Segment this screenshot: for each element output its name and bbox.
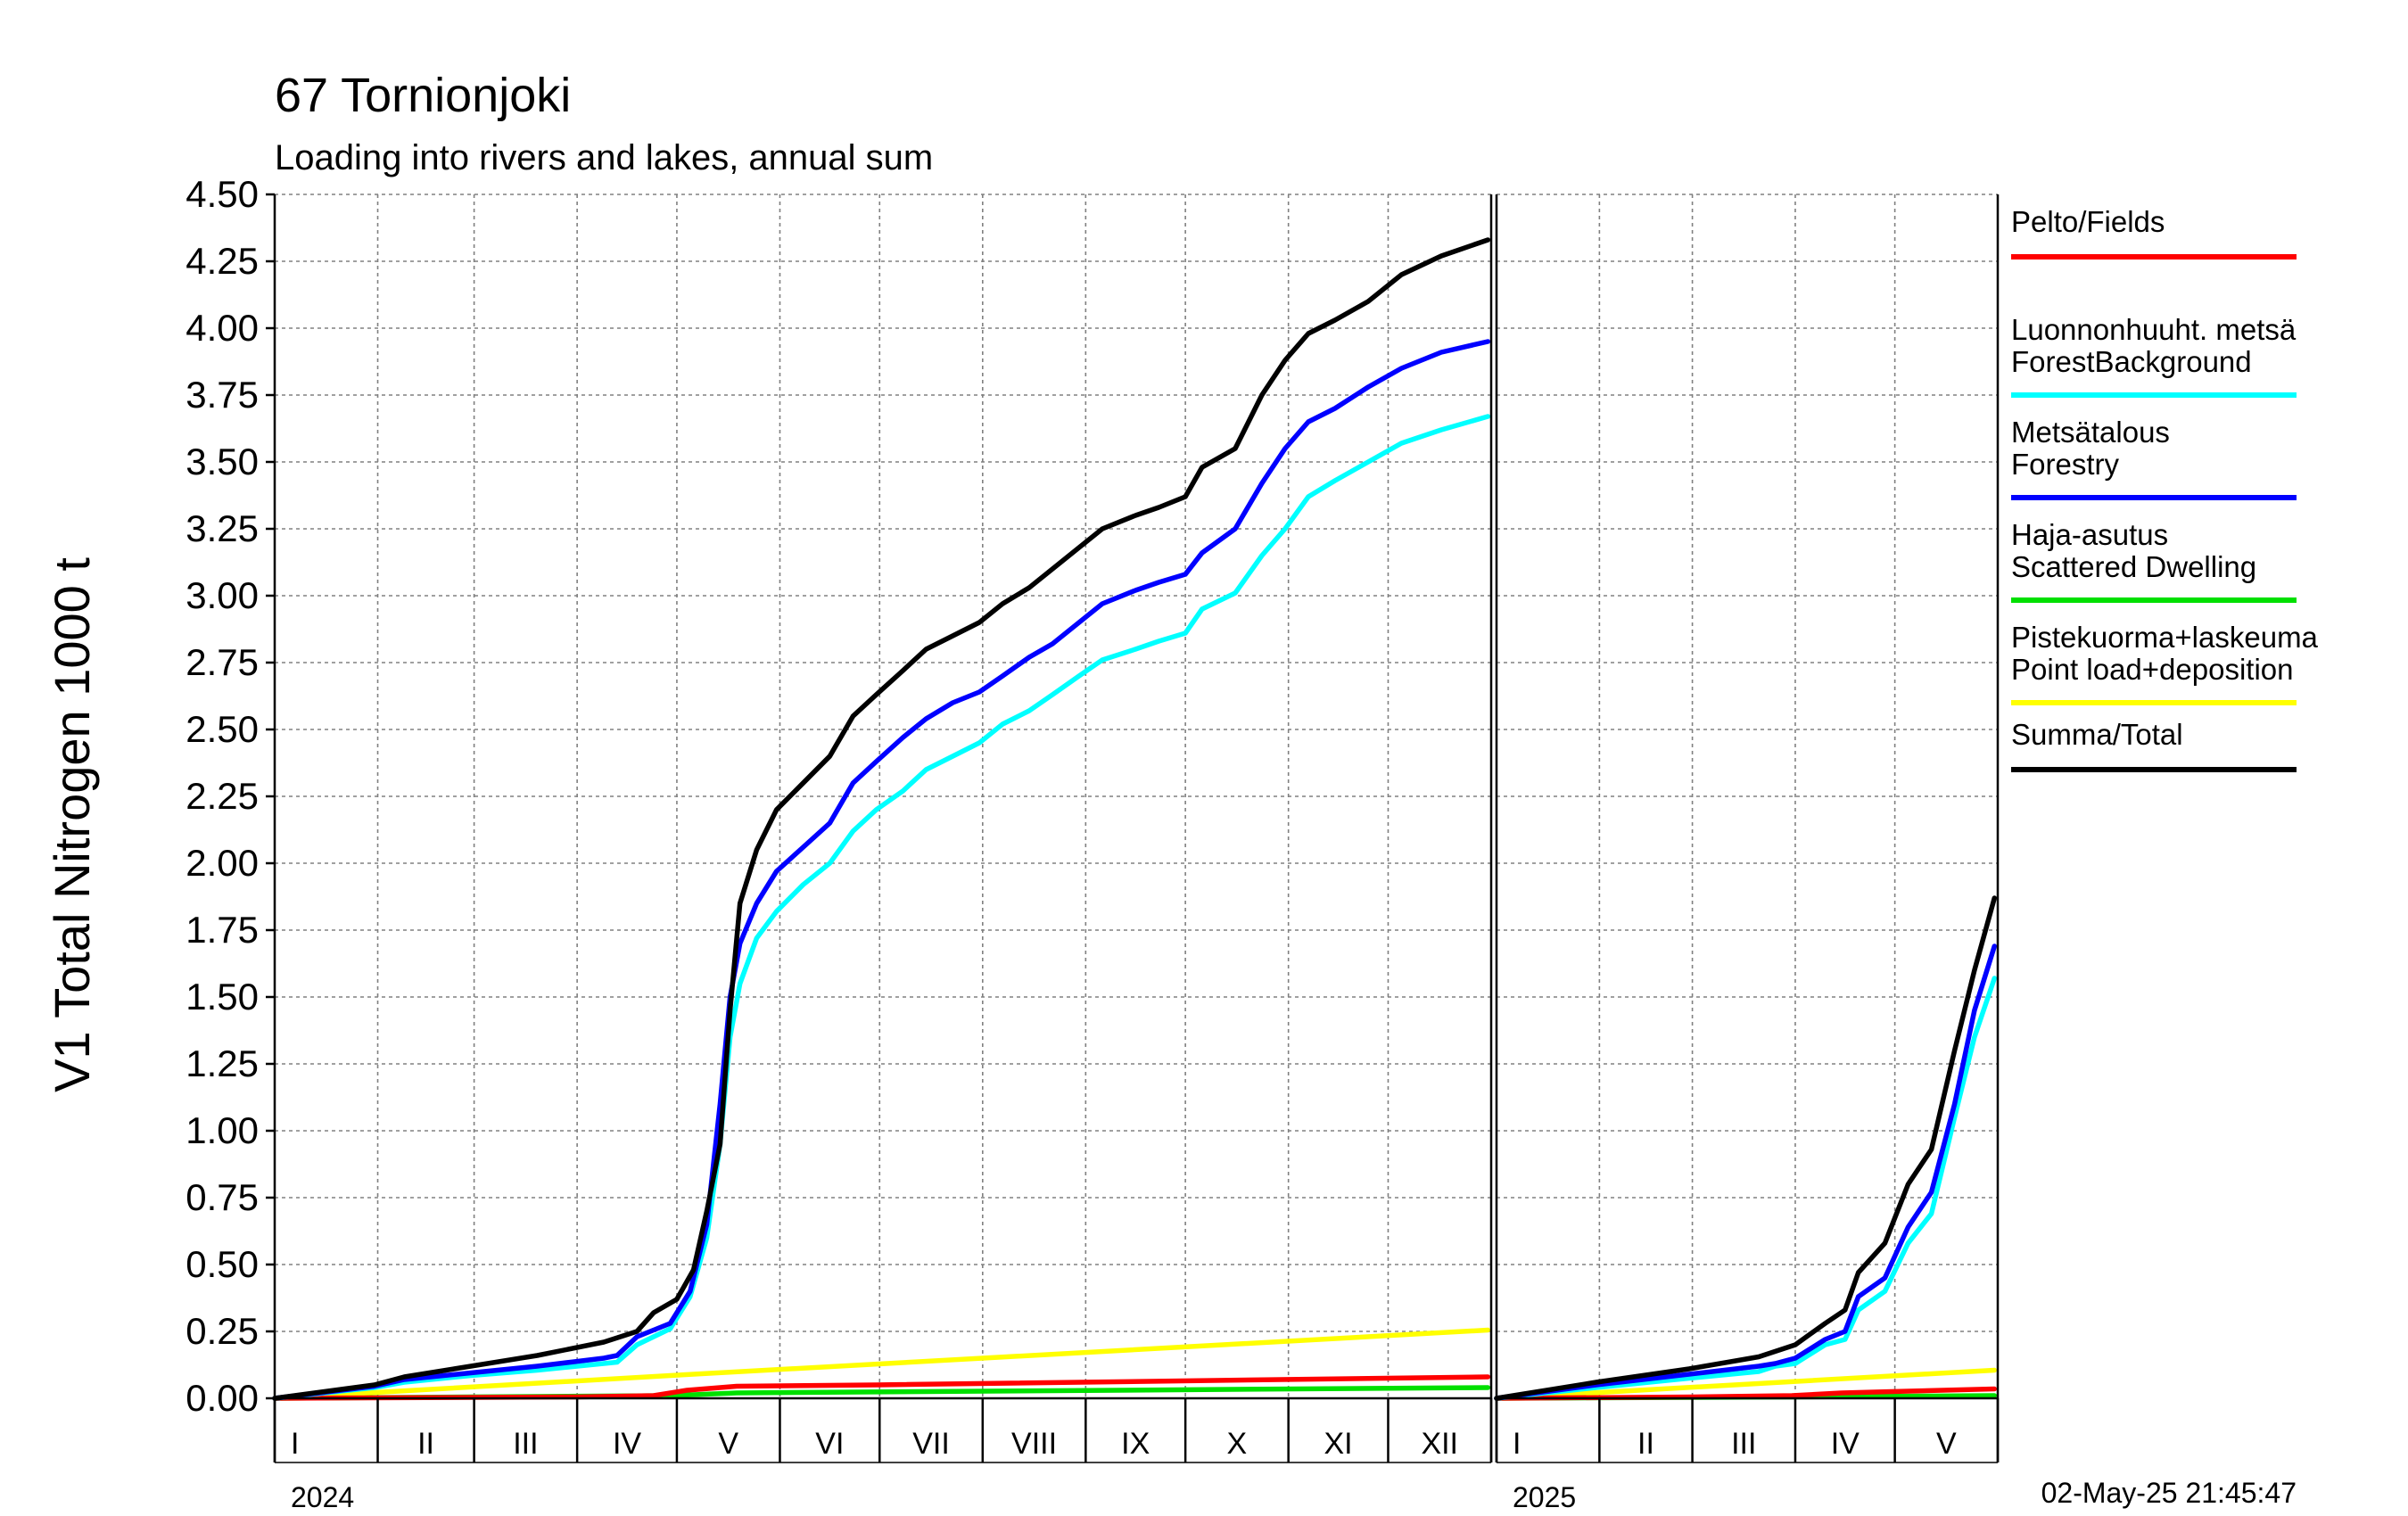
- y-tick-labels: 0.00 0.25 0.50 0.75 1.00 1.25 1.50 1.75 2.00 2.25…: [186, 173, 259, 1419]
- timestamp: 02-May-25 21:45:47: [2041, 1477, 2297, 1509]
- y-axis-label: V1 Total Nitrogen 1000 t: [44, 557, 100, 1092]
- year-label: 2025: [1513, 1481, 1576, 1513]
- legend-label-line1: Pistekuorma+laskeuma: [2011, 621, 2319, 654]
- month-label: II: [417, 1427, 434, 1461]
- y-tick-label: 1.00: [186, 1109, 259, 1151]
- month-label: IV: [1831, 1427, 1860, 1461]
- y-tick-label: 0.75: [186, 1176, 259, 1218]
- legend-item-total: Summa/Total: [2011, 718, 2297, 772]
- month-label: VI: [815, 1427, 844, 1461]
- y-tick-label: 0.50: [186, 1243, 259, 1285]
- legend-label-line2: Forestry: [2011, 448, 2120, 481]
- legend-label-line1: Metsätalous: [2011, 416, 2170, 449]
- y-tick-label: 1.25: [186, 1042, 259, 1084]
- series-line-point_load-2025: [1494, 1367, 1998, 1401]
- series-line-point_load-2024: [272, 1327, 1491, 1401]
- grid-layer: [275, 194, 1998, 1399]
- month-label: VII: [912, 1427, 950, 1461]
- month-label: V: [1936, 1427, 1957, 1461]
- month-label: III: [513, 1427, 538, 1461]
- series-line-forestry-2025: [1494, 943, 1998, 1401]
- month-label: V: [718, 1427, 738, 1461]
- series-line-total-2025: [1494, 895, 1998, 1401]
- axes: [266, 193, 2000, 1463]
- y-tick-label: 0.25: [186, 1310, 259, 1352]
- month-label: XII: [1421, 1427, 1458, 1461]
- legend-label: Pelto/Fields: [2011, 205, 2165, 238]
- month-label: I: [291, 1427, 299, 1461]
- y-tick-label: 2.75: [186, 641, 259, 683]
- y-tick-label: 3.75: [186, 374, 259, 416]
- series-lines: [272, 237, 1998, 1401]
- y-tick-label: 4.00: [186, 307, 259, 349]
- month-label: XI: [1324, 1427, 1353, 1461]
- y-tick-label: 2.00: [186, 842, 259, 884]
- series-line-forestry-2024: [272, 339, 1491, 1401]
- legend-label-line2: Point load+deposition: [2011, 653, 2294, 686]
- y-tick-label: 3.25: [186, 507, 259, 549]
- legend: Pelto/Fields Luonnonhuuht. metsäForestBac…: [2011, 205, 2319, 772]
- series-line-fields-2024: [272, 1374, 1491, 1401]
- chart-subtitle: Loading into rivers and lakes, annual su…: [275, 138, 933, 177]
- series-line-forest_background-2025: [1494, 976, 1998, 1401]
- chart-title: 67 Tornionjoki: [275, 69, 571, 122]
- y-tick-label: 4.25: [186, 240, 259, 282]
- legend-label-line1: Luonnonhuuht. metsä: [2011, 313, 2297, 346]
- y-tick-label: 2.50: [186, 708, 259, 750]
- month-label: I: [1513, 1427, 1521, 1461]
- month-label: IX: [1121, 1427, 1150, 1461]
- series-line-forest_background-2024: [272, 414, 1491, 1401]
- series-line-total-2024: [272, 237, 1491, 1401]
- y-tick-label: 1.75: [186, 909, 259, 951]
- y-tick-label: 3.50: [186, 441, 259, 482]
- year-label: 2024: [291, 1481, 354, 1513]
- legend-label-line2: Scattered Dwelling: [2011, 550, 2256, 583]
- month-label: II: [1637, 1427, 1654, 1461]
- legend-label-line2: ForestBackground: [2011, 345, 2252, 378]
- y-tick-label: 3.00: [186, 574, 259, 616]
- y-tick-label: 2.25: [186, 775, 259, 817]
- legend-item-fields: Pelto/Fields: [2011, 205, 2297, 260]
- y-tick-label: 1.50: [186, 976, 259, 1018]
- month-label: VIII: [1011, 1427, 1057, 1461]
- legend-label-line1: Haja-asutus: [2011, 518, 2168, 551]
- month-label: IV: [613, 1427, 641, 1461]
- month-label: X: [1227, 1427, 1248, 1461]
- month-label: III: [1731, 1427, 1756, 1461]
- y-tick-label: 4.50: [186, 173, 259, 215]
- y-tick-label: 0.00: [186, 1377, 259, 1419]
- legend-label: Summa/Total: [2011, 718, 2183, 751]
